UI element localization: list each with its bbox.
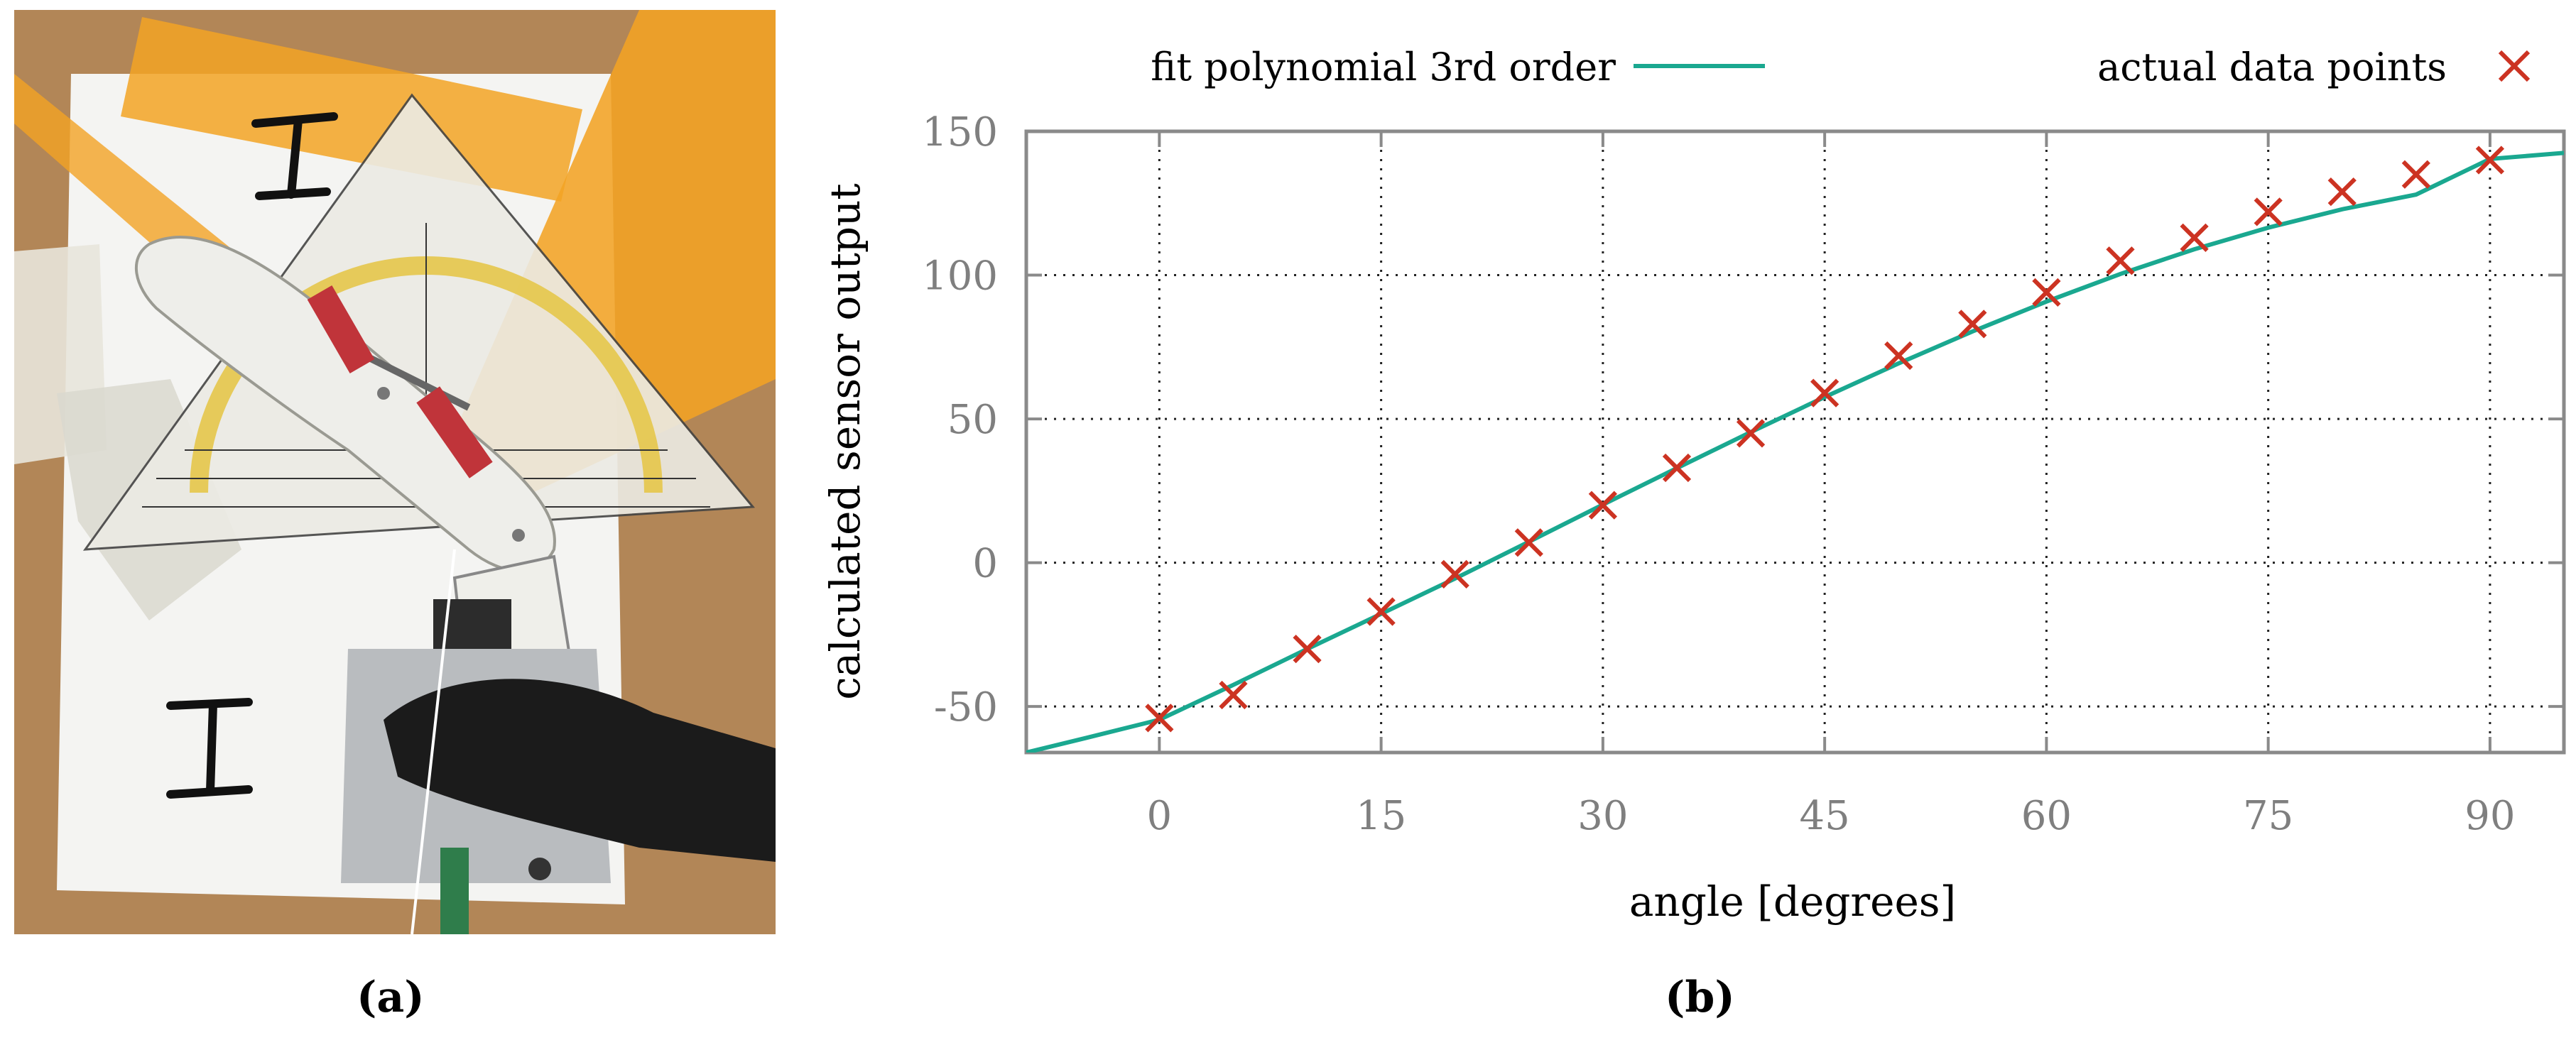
sensor-rod [353, 347, 471, 411]
data-point-marker [1810, 378, 1839, 407]
caption-b: (b) [1665, 973, 1735, 1022]
data-point-marker [2180, 223, 2209, 253]
x-tick-label: 30 [1577, 793, 1628, 839]
data-point-marker [2327, 177, 2357, 207]
x-tick-label: 45 [1800, 793, 1850, 839]
data-point-marker [2254, 197, 2283, 226]
x-tick-label: 75 [2243, 793, 2293, 839]
chart-svg: 0 15 30 45 60 75 90 -50 0 50 100 150 fit polynomia… [821, 45, 2566, 926]
data-point-marker [1514, 528, 1543, 557]
data-point-marker [1958, 310, 1987, 339]
data-point-marker [2475, 146, 2505, 175]
data-point-marker [2032, 278, 2061, 307]
fit-curve [1026, 151, 2564, 753]
data-point-marker [1145, 704, 1174, 733]
x-axis-title: angle [degrees] [1629, 877, 1956, 926]
y-tick-label: 150 [922, 109, 998, 155]
data-point-marker [1662, 453, 1692, 483]
black-clamp [384, 679, 776, 862]
caption-a: (a) [357, 973, 425, 1022]
legend-label-data: actual data points [2097, 45, 2447, 89]
orange-ruler [121, 17, 582, 202]
grid [1026, 130, 2564, 753]
y-axis-title: calculated sensor output [821, 183, 869, 699]
zip-tie [416, 386, 493, 478]
data-point-marker [1736, 419, 1766, 448]
ribbon-cable [440, 848, 469, 934]
plot-frame [1024, 129, 2566, 755]
data-point-marker [2401, 160, 2430, 189]
x-tick-label: 0 [1147, 793, 1173, 839]
fixture-photo-drawing [14, 10, 776, 934]
chart-panel: 0 15 30 45 60 75 90 -50 0 50 100 150 fit polynomia… [781, 0, 2576, 1042]
data-point-marker [1293, 635, 1322, 664]
series-layer [1026, 146, 2564, 753]
data-point-marker [1588, 491, 1617, 520]
data-point-marker [1219, 680, 1248, 710]
data-point-marker [1884, 341, 1913, 371]
fixture-photo [14, 10, 776, 934]
x-tick-label: 60 [2021, 793, 2072, 839]
x-tick-label: 90 [2464, 793, 2515, 839]
handwritten-I-top [251, 112, 338, 200]
data-point-marker [1440, 559, 1469, 589]
handwritten-I-bottom [166, 698, 253, 799]
zip-tie [307, 285, 375, 373]
x-axis-ticks: 0 15 30 45 60 75 90 [1147, 131, 2516, 839]
y-axis-ticks: -50 0 50 100 150 [922, 109, 2564, 731]
y-tick-label: 0 [972, 541, 998, 587]
legend-label-fit: fit polynomial 3rd order [1151, 45, 1616, 89]
x-tick-label: 15 [1356, 793, 1406, 839]
y-tick-label: -50 [934, 684, 998, 731]
y-tick-label: 100 [922, 253, 998, 300]
y-tick-label: 50 [947, 397, 998, 443]
data-point-marker [1366, 597, 1396, 626]
legend-marker-x [2498, 50, 2531, 82]
data-point-marker [2106, 246, 2135, 275]
